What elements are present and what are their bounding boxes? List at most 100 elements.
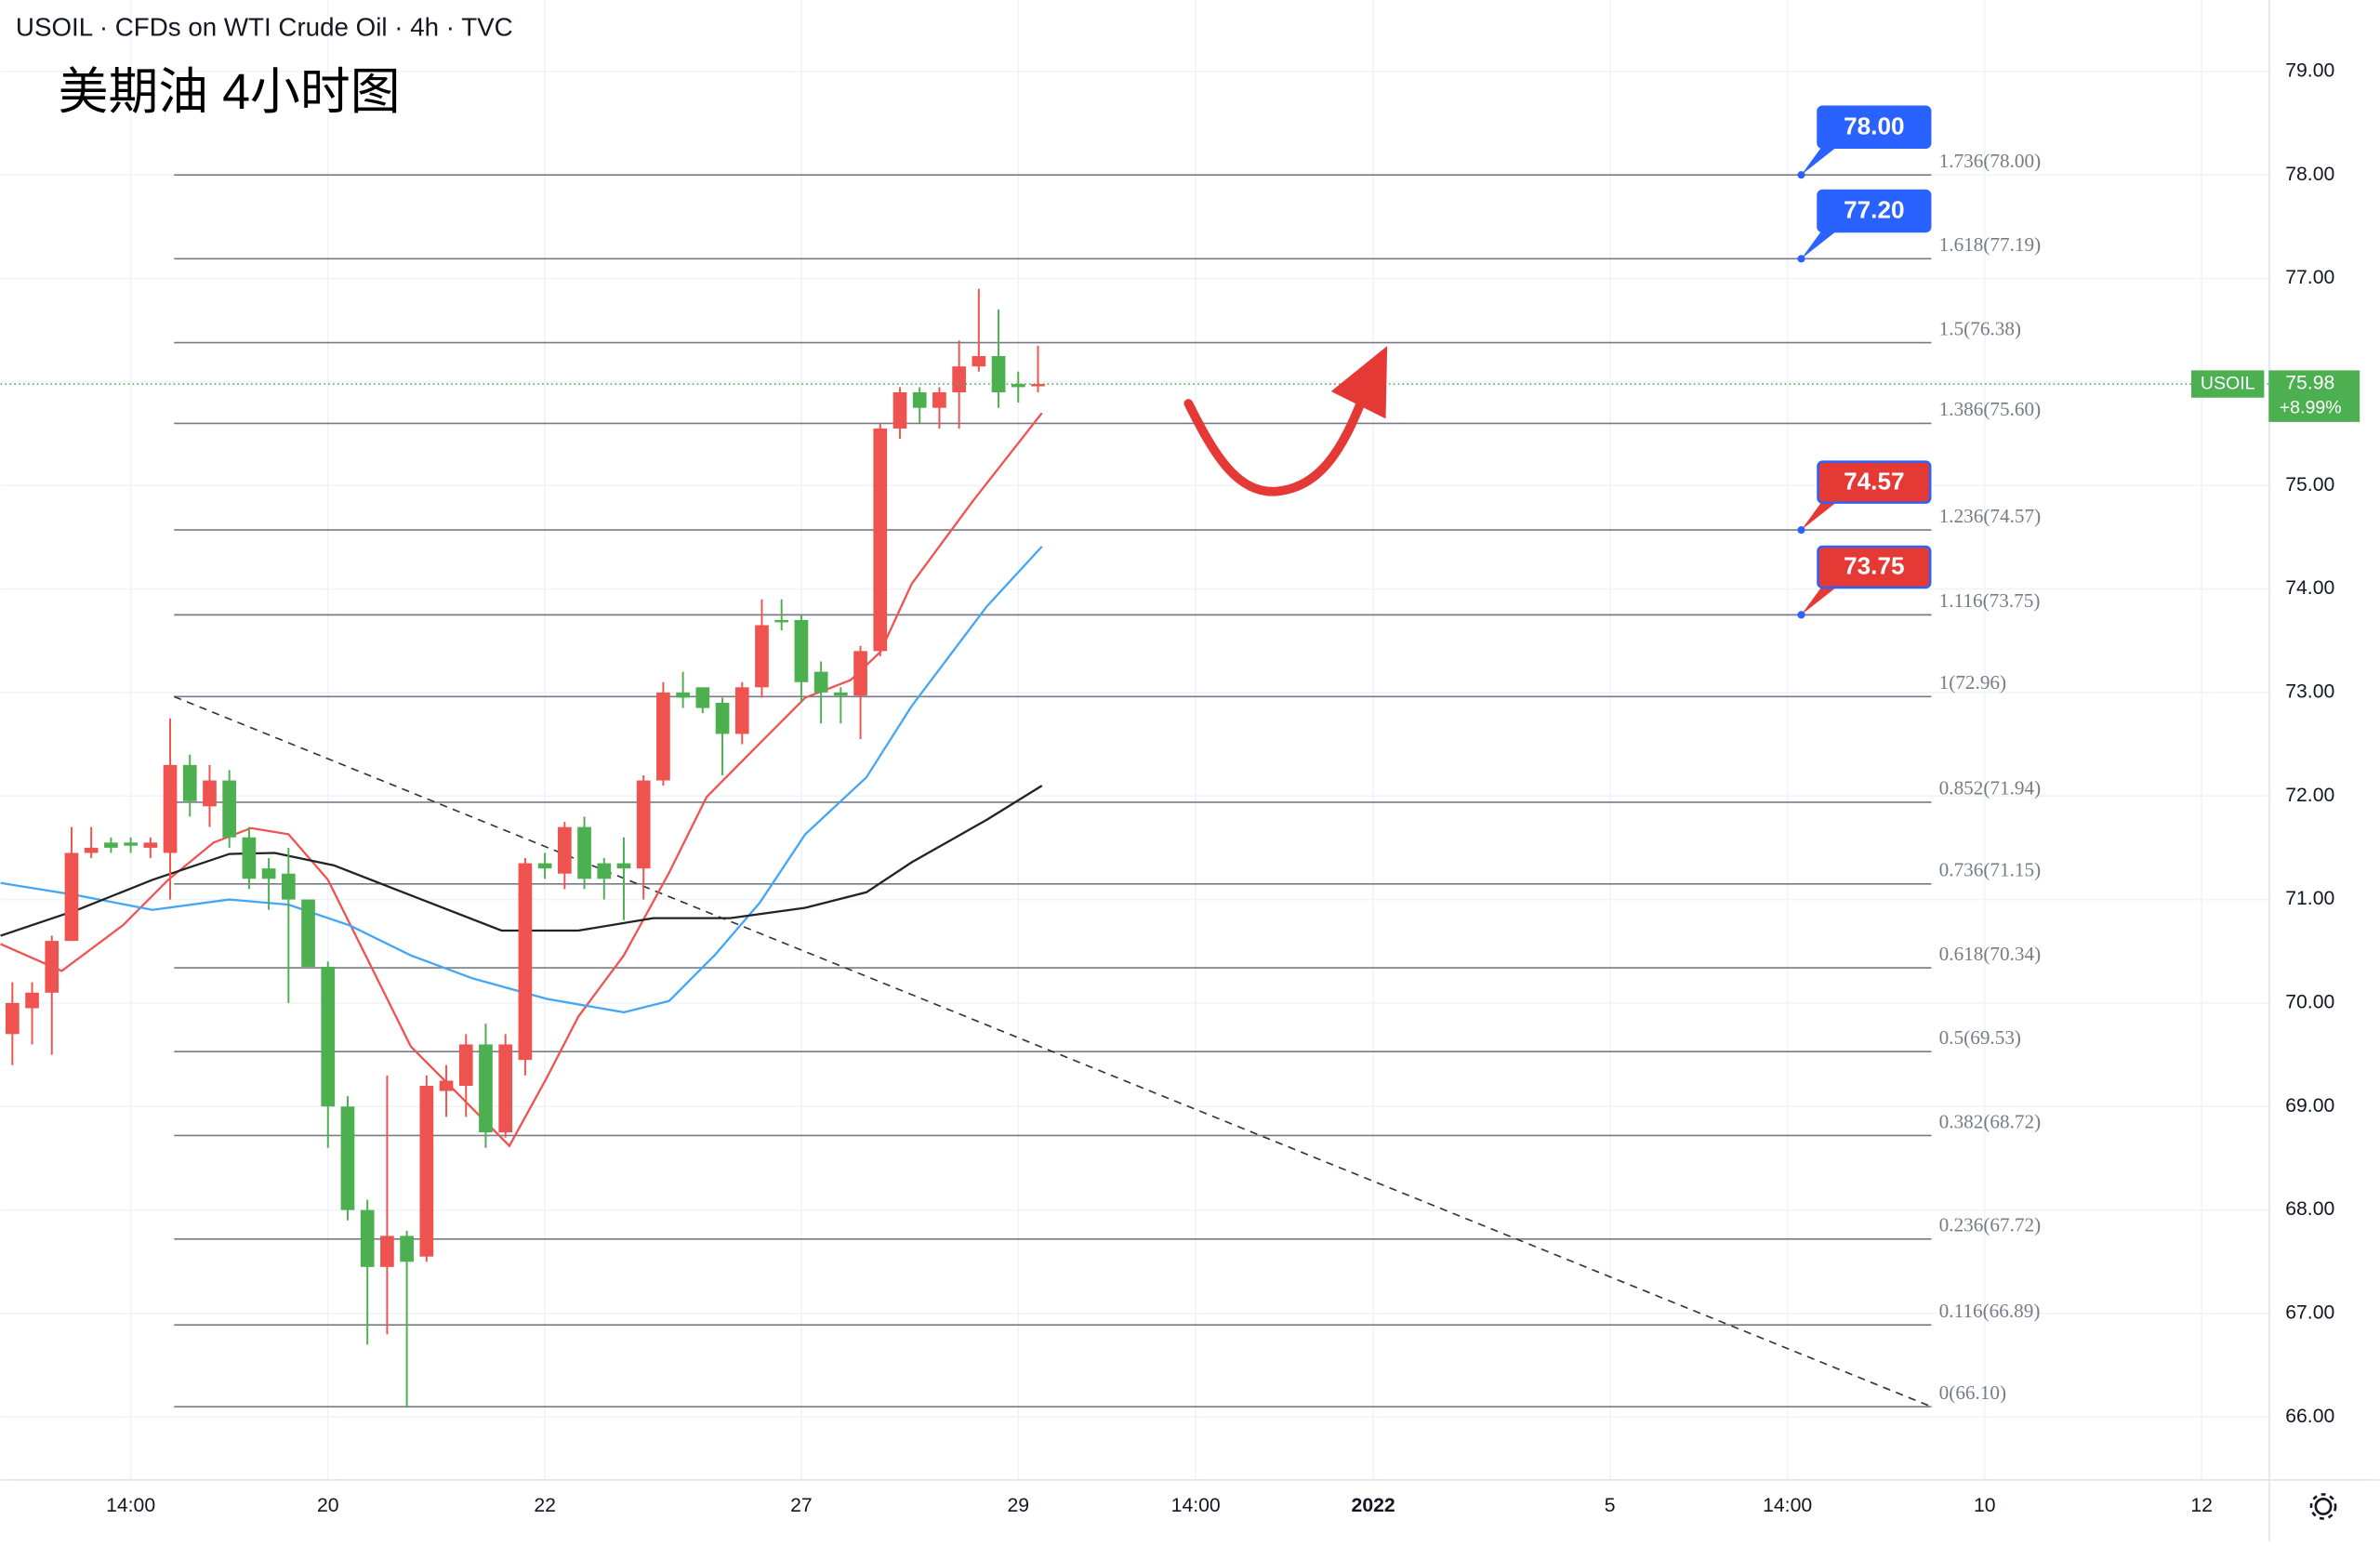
y-tick-label: 75.00 bbox=[2285, 474, 2334, 496]
fib-label: 0.382(68.72) bbox=[1939, 1110, 2042, 1132]
symbol-header: USOIL · CFDs on WTI Crude Oil · 4h · TVC bbox=[16, 12, 513, 41]
callout-box bbox=[1817, 189, 1932, 233]
candle-body bbox=[813, 671, 828, 693]
candle-body bbox=[124, 842, 138, 846]
x-tick-label: 14:00 bbox=[1763, 1495, 1812, 1516]
trend-line bbox=[173, 695, 1932, 1407]
price-callout: 74.57 bbox=[1797, 460, 1932, 535]
candle-body bbox=[774, 619, 789, 623]
candle-body bbox=[458, 1044, 473, 1086]
candle-body bbox=[991, 356, 1006, 392]
x-tick-label: 10 bbox=[1974, 1495, 1996, 1516]
candle-body bbox=[952, 366, 966, 392]
candle-body bbox=[45, 941, 60, 993]
candle-body bbox=[143, 842, 158, 848]
candle-body bbox=[281, 873, 296, 900]
candle-body bbox=[301, 899, 315, 967]
x-tick-label: 14:00 bbox=[1171, 1495, 1221, 1516]
candle-body bbox=[261, 868, 276, 879]
settings-icon[interactable] bbox=[2309, 1493, 2337, 1520]
candle-body bbox=[222, 780, 237, 838]
candle-body bbox=[932, 391, 946, 408]
y-tick-label: 71.00 bbox=[2285, 888, 2334, 909]
candle-body bbox=[84, 847, 99, 853]
candle-body bbox=[715, 703, 730, 734]
candle-body bbox=[1011, 384, 1025, 388]
candle-body bbox=[873, 428, 888, 652]
x-tick-label: 27 bbox=[790, 1495, 813, 1516]
price-callout: 73.75 bbox=[1797, 545, 1932, 619]
symbol-tag-label: USOIL bbox=[2201, 373, 2255, 393]
x-tick-label: 14:00 bbox=[106, 1495, 155, 1516]
fib-label: 1.5(76.38) bbox=[1939, 317, 2021, 339]
candle-body bbox=[636, 780, 651, 869]
candle-body bbox=[833, 692, 848, 696]
candle-body bbox=[64, 852, 79, 942]
candle-body bbox=[5, 1002, 20, 1035]
callout-label: 73.75 bbox=[1844, 552, 1904, 580]
fib-label: 1.736(78.00) bbox=[1939, 150, 2042, 172]
y-tick-label: 69.00 bbox=[2285, 1095, 2334, 1117]
y-tick-label: 68.00 bbox=[2285, 1198, 2334, 1220]
fib-label: 0.618(70.34) bbox=[1939, 943, 2042, 965]
callout-anchor bbox=[1797, 171, 1805, 179]
candle-body bbox=[755, 625, 769, 688]
candle-body bbox=[400, 1235, 414, 1262]
callout-label: 74.57 bbox=[1844, 467, 1904, 495]
y-tick-label: 78.00 bbox=[2285, 164, 2334, 185]
fib-label: 1.386(75.60) bbox=[1939, 398, 2042, 420]
candle-body bbox=[537, 863, 552, 869]
y-tick-label: 66.00 bbox=[2285, 1406, 2334, 1427]
candle-body bbox=[853, 651, 867, 696]
y-tick-label: 74.00 bbox=[2285, 577, 2334, 599]
fib-label: 0.116(66.89) bbox=[1939, 1300, 2041, 1322]
callout-pointer bbox=[1801, 581, 1844, 615]
y-tick-label: 67.00 bbox=[2285, 1302, 2334, 1324]
candle-body bbox=[25, 992, 39, 1009]
fib-label: 0.736(71.15) bbox=[1939, 859, 2042, 881]
candle-body bbox=[380, 1235, 394, 1267]
candle-body bbox=[577, 826, 591, 879]
candle-body bbox=[1031, 384, 1045, 387]
candle-body bbox=[163, 764, 178, 853]
curved-arrow bbox=[1183, 392, 1368, 496]
candle-body bbox=[794, 619, 809, 682]
callout-box bbox=[1817, 105, 1932, 150]
moving-average bbox=[0, 785, 1043, 937]
last-change-label: +8.99% bbox=[2280, 397, 2342, 417]
candle-body bbox=[734, 687, 749, 734]
fib-label: 1(72.96) bbox=[1939, 671, 2006, 694]
fib-label: 1.116(73.75) bbox=[1939, 589, 2041, 612]
symbol-tag bbox=[2191, 370, 2265, 398]
last-price-tag bbox=[2268, 370, 2360, 422]
candle-body bbox=[439, 1080, 454, 1091]
x-tick-label: 29 bbox=[1007, 1495, 1029, 1516]
candle-body bbox=[972, 356, 986, 367]
candle-body bbox=[498, 1044, 513, 1133]
fib-label: 0(66.10) bbox=[1939, 1381, 2006, 1404]
candle-body bbox=[616, 863, 631, 869]
callout-anchor bbox=[1797, 525, 1805, 535]
candle-body bbox=[695, 687, 710, 708]
y-tick-label: 70.00 bbox=[2285, 992, 2334, 1013]
candle-body bbox=[419, 1085, 434, 1257]
x-tick-label: 12 bbox=[2190, 1495, 2213, 1516]
y-tick-label: 79.00 bbox=[2285, 59, 2334, 81]
y-tick-label: 77.00 bbox=[2285, 267, 2334, 288]
y-tick-label: 73.00 bbox=[2285, 681, 2334, 702]
x-tick-label: 22 bbox=[534, 1495, 556, 1516]
last-price-label: 75.98 bbox=[2285, 373, 2334, 394]
callout-anchor bbox=[1797, 611, 1805, 619]
candle-body bbox=[340, 1106, 355, 1210]
moving-average bbox=[0, 546, 1043, 1014]
fib-label: 1.236(74.57) bbox=[1939, 505, 2042, 527]
callout-anchor bbox=[1797, 255, 1805, 263]
fib-label: 0.5(69.53) bbox=[1939, 1026, 2021, 1049]
fib-label: 0.852(71.94) bbox=[1939, 777, 2042, 799]
candle-body bbox=[557, 826, 572, 874]
y-tick-label: 72.00 bbox=[2285, 785, 2334, 806]
fib-label: 0.236(67.72) bbox=[1939, 1214, 2042, 1236]
candle-body bbox=[203, 780, 217, 807]
arrow-head bbox=[1330, 346, 1388, 419]
